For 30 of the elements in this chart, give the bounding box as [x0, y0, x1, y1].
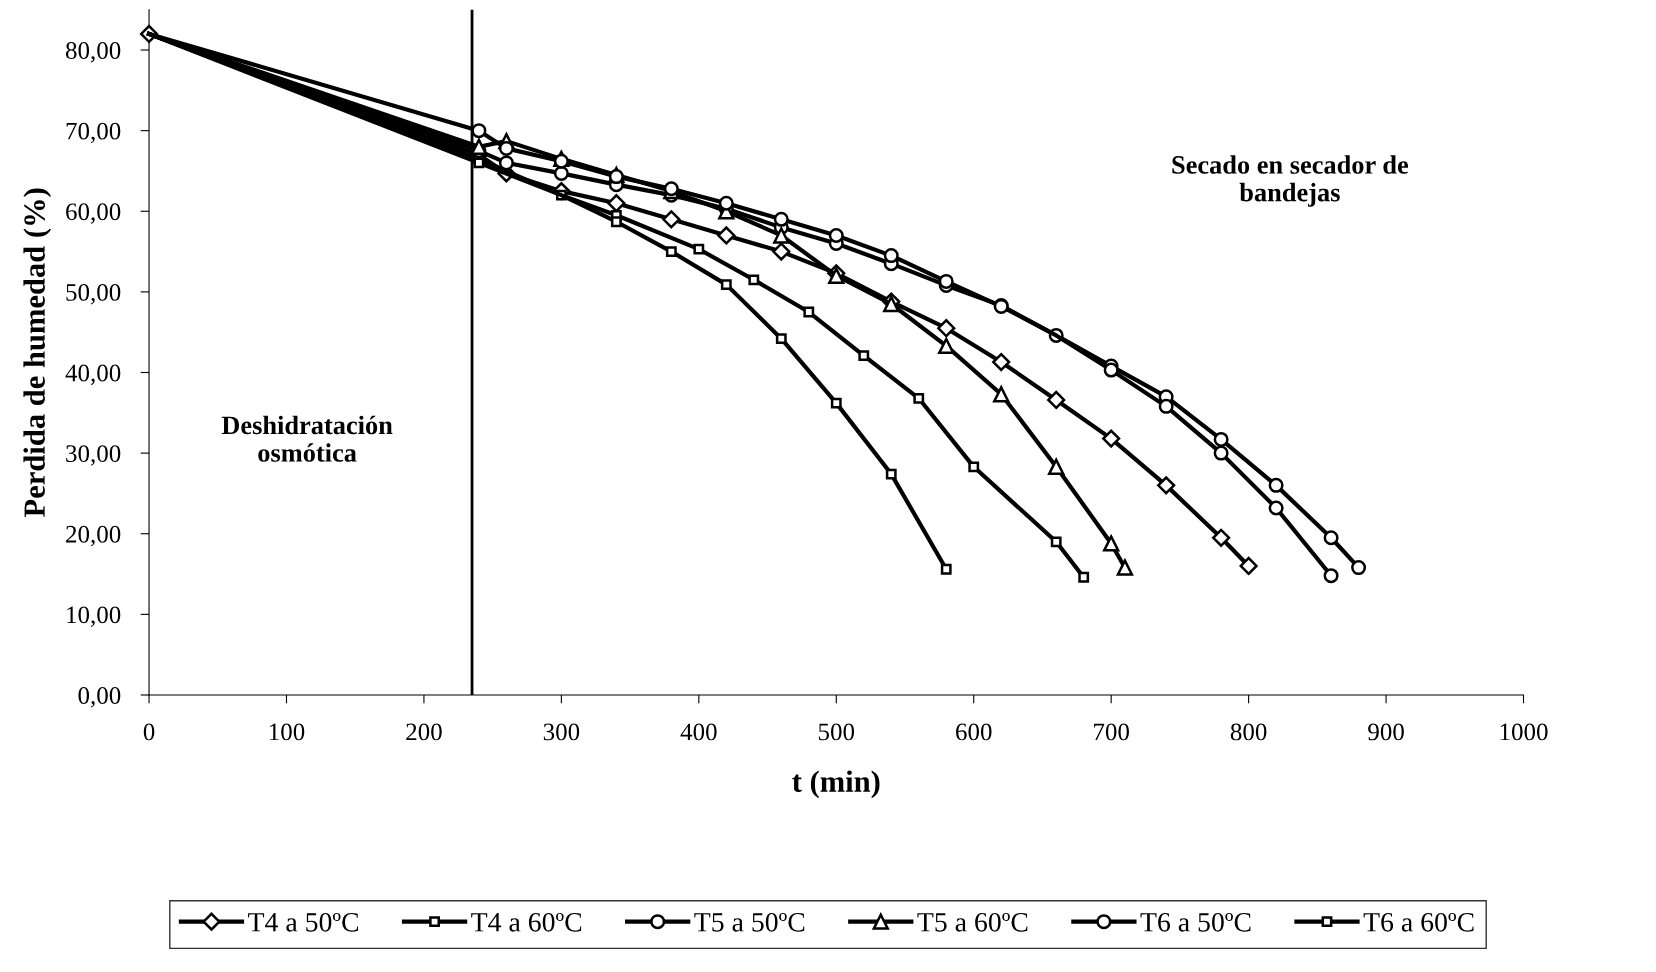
legend-label: T6 a 60ºC — [1363, 912, 1474, 932]
legend-label: T4 a 50ºC — [248, 912, 359, 932]
y-tick-label: 70,00 — [66, 122, 121, 144]
x-tick-label: 400 — [680, 723, 717, 741]
y-tick-label: 60,00 — [66, 203, 121, 224]
x-tick-label: 100 — [269, 723, 305, 741]
legend-label: T4 a 60ºC — [471, 912, 582, 932]
y-tick-label: 50,00 — [66, 283, 121, 305]
x-tick-label: 1000 — [1500, 723, 1548, 741]
x-tick-label: 0 — [143, 723, 155, 741]
x-tick-label: 800 — [1230, 723, 1267, 741]
x-tick-label: 200 — [406, 723, 442, 741]
legend-label: T6 a 50ºC — [1140, 912, 1251, 932]
legend-label: T5 a 50ºC — [694, 912, 805, 932]
annotation: Deshidratación osmótica — [221, 415, 393, 462]
x-tick-label: 600 — [956, 723, 992, 741]
y-axis-title: Perdida de humedad (%) — [23, 188, 52, 517]
legend-label: T5 a 60ºC — [917, 912, 1028, 932]
x-axis-title: t (min) — [792, 770, 880, 799]
y-tick-label: 40,00 — [65, 364, 121, 386]
y-tick-label: 0,00 — [78, 687, 121, 708]
x-tick-label: 500 — [818, 723, 855, 741]
y-tick-label: 10,00 — [67, 606, 121, 627]
x-tick-label: 700 — [1094, 723, 1129, 741]
annotation: Secado en secador de bandejas — [1172, 155, 1409, 207]
x-tick-label: 300 — [543, 723, 580, 741]
y-tick-label: 20,00 — [66, 525, 121, 547]
x-tick-label: 900 — [1368, 723, 1404, 741]
y-tick-label: 80,00 — [65, 42, 121, 63]
y-tick-label: 30,00 — [66, 445, 121, 466]
